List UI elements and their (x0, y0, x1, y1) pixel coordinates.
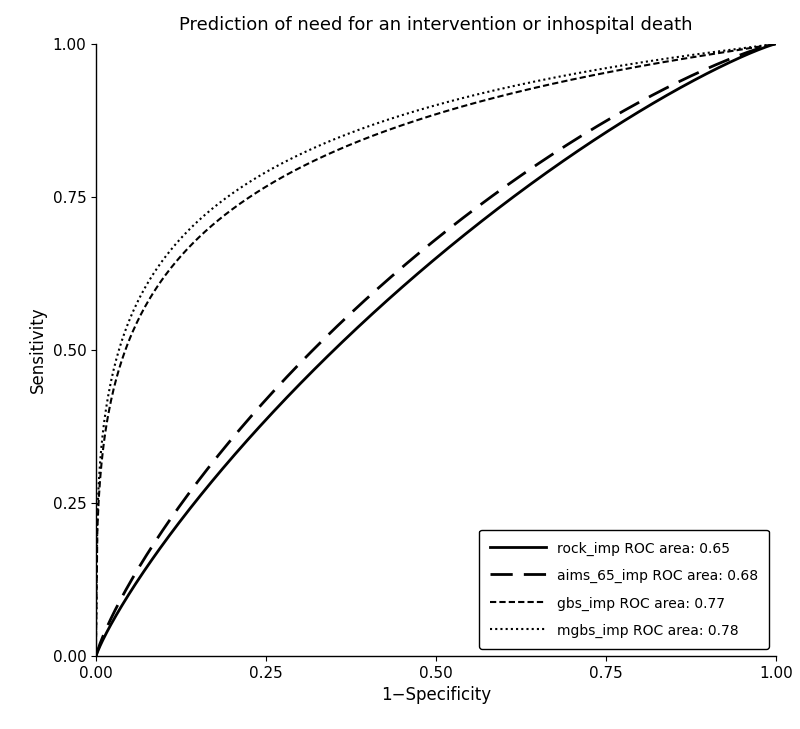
aims_65_imp ROC area: 0.68: (0.373, 0.558): 0.68: (0.373, 0.558) (345, 310, 354, 319)
rock_imp ROC area: 0.65: (0, 0): 0.65: (0, 0) (91, 652, 101, 660)
Line: aims_65_imp ROC area: 0.68: aims_65_imp ROC area: 0.68 (96, 44, 776, 656)
Line: rock_imp ROC area: 0.65: rock_imp ROC area: 0.65 (96, 44, 776, 656)
aims_65_imp ROC area: 0.68: (1, 1): 0.68: (1, 1) (771, 39, 781, 48)
Y-axis label: Sensitivity: Sensitivity (29, 307, 47, 393)
mgbs_imp ROC area: 0.78: (0.361, 0.849): 0.78: (0.361, 0.849) (337, 132, 346, 141)
mgbs_imp ROC area: 0.78: (0, 0): 0.78: (0, 0) (91, 652, 101, 660)
mgbs_imp ROC area: 0.78: (1, 1): 0.78: (1, 1) (771, 39, 781, 48)
gbs_imp ROC area: 0.77: (0.645, 0.928): 0.77: (0.645, 0.928) (530, 84, 539, 93)
aims_65_imp ROC area: 0.68: (0.172, 0.317): 0.68: (0.172, 0.317) (208, 457, 218, 466)
aims_65_imp ROC area: 0.68: (0.747, 0.872): 0.68: (0.747, 0.872) (599, 117, 609, 126)
mgbs_imp ROC area: 0.78: (0.373, 0.854): 0.78: (0.373, 0.854) (345, 129, 354, 138)
rock_imp ROC area: 0.65: (0.747, 0.854): 0.65: (0.747, 0.854) (599, 129, 609, 138)
gbs_imp ROC area: 0.77: (0.373, 0.835): 0.77: (0.373, 0.835) (345, 141, 354, 149)
rock_imp ROC area: 0.65: (0.517, 0.666): 0.65: (0.517, 0.666) (442, 244, 452, 253)
mgbs_imp ROC area: 0.78: (0.747, 0.96): 0.78: (0.747, 0.96) (599, 64, 609, 73)
aims_65_imp ROC area: 0.68: (0.361, 0.545): 0.68: (0.361, 0.545) (337, 318, 346, 327)
Legend: rock_imp ROC area: 0.65, aims_65_imp ROC area: 0.68, gbs_imp ROC area: 0.77, mgb: rock_imp ROC area: 0.65, aims_65_imp ROC… (479, 530, 769, 649)
gbs_imp ROC area: 0.77: (0.747, 0.952): 0.77: (0.747, 0.952) (599, 69, 609, 77)
Title: Prediction of need for an intervention or inhospital death: Prediction of need for an intervention o… (179, 16, 693, 34)
mgbs_imp ROC area: 0.78: (0.645, 0.938): 0.78: (0.645, 0.938) (530, 77, 539, 86)
aims_65_imp ROC area: 0.68: (0.645, 0.8): 0.68: (0.645, 0.8) (530, 162, 539, 171)
mgbs_imp ROC area: 0.78: (0.517, 0.905): 0.78: (0.517, 0.905) (442, 98, 452, 106)
rock_imp ROC area: 0.65: (0.645, 0.776): 0.65: (0.645, 0.776) (530, 176, 539, 185)
gbs_imp ROC area: 0.77: (1, 1): 0.77: (1, 1) (771, 39, 781, 48)
rock_imp ROC area: 0.65: (1, 1): 0.65: (1, 1) (771, 39, 781, 48)
X-axis label: 1−Specificity: 1−Specificity (381, 687, 491, 704)
rock_imp ROC area: 0.65: (0.373, 0.524): 0.65: (0.373, 0.524) (345, 331, 354, 340)
rock_imp ROC area: 0.65: (0.361, 0.511): 0.65: (0.361, 0.511) (337, 338, 346, 347)
Line: mgbs_imp ROC area: 0.78: mgbs_imp ROC area: 0.78 (96, 44, 776, 656)
aims_65_imp ROC area: 0.68: (0.517, 0.696): 0.68: (0.517, 0.696) (442, 225, 452, 234)
gbs_imp ROC area: 0.77: (0.517, 0.891): 0.77: (0.517, 0.891) (442, 106, 452, 115)
gbs_imp ROC area: 0.77: (0.172, 0.705): 0.77: (0.172, 0.705) (208, 220, 218, 229)
Line: gbs_imp ROC area: 0.77: gbs_imp ROC area: 0.77 (96, 44, 776, 656)
mgbs_imp ROC area: 0.78: (0.172, 0.732): 0.78: (0.172, 0.732) (208, 203, 218, 212)
gbs_imp ROC area: 0.77: (0, 0): 0.77: (0, 0) (91, 652, 101, 660)
gbs_imp ROC area: 0.77: (0.361, 0.829): 0.77: (0.361, 0.829) (337, 144, 346, 153)
rock_imp ROC area: 0.65: (0.172, 0.288): 0.65: (0.172, 0.288) (208, 475, 218, 484)
aims_65_imp ROC area: 0.68: (0, 0): 0.68: (0, 0) (91, 652, 101, 660)
